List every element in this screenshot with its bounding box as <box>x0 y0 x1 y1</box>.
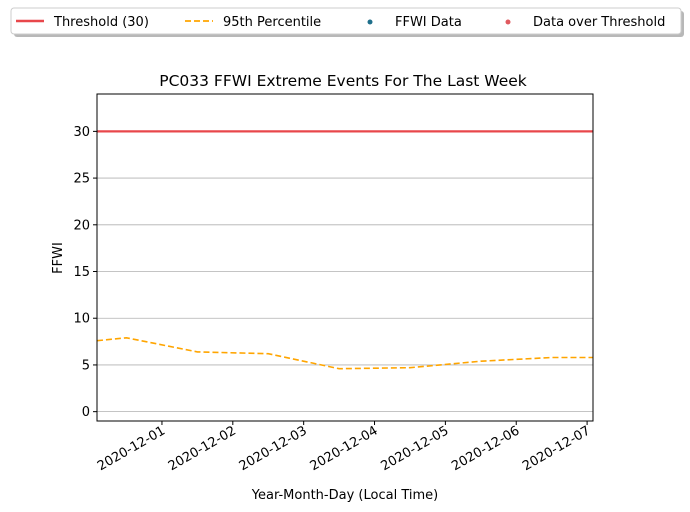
legend-over-marker <box>505 19 511 25</box>
y-axis: 0 5 10 15 20 25 30 <box>73 125 97 420</box>
chart-title: PC033 FFWI Extreme Events For The Last W… <box>159 72 527 90</box>
x-axis-label: Year-Month-Day (Local Time) <box>251 488 438 503</box>
y-tick-label: 25 <box>73 172 90 187</box>
legend: Threshold (30) 95th Percentile FFWI Data… <box>10 7 684 37</box>
plot-frame <box>96 93 594 422</box>
x-tick-label: 2020-12-05 <box>378 423 451 474</box>
legend-entry-95th: 95th Percentile <box>185 15 321 30</box>
y-tick-label: 20 <box>73 218 90 233</box>
legend-ffwi-marker <box>367 19 373 25</box>
series-line-1 <box>96 336 593 370</box>
y-tick-label: 0 <box>82 405 90 420</box>
series-layer <box>96 130 593 370</box>
legend-entry-over: Data over Threshold <box>505 15 665 30</box>
y-tick-label: 30 <box>73 125 90 140</box>
legend-entry-ffwi: FFWI Data <box>367 15 462 30</box>
y-axis-label: FFWI <box>51 242 66 274</box>
x-axis: 2020-12-012020-12-022020-12-032020-12-04… <box>95 421 593 474</box>
y-tick-label: 5 <box>82 358 90 373</box>
legend-entry-threshold: Threshold (30) <box>16 15 149 30</box>
y-tick-label: 10 <box>73 312 90 327</box>
legend-ffwi-label: FFWI Data <box>395 15 462 30</box>
x-tick-label: 2020-12-04 <box>308 423 381 474</box>
x-tick-label: 2020-12-06 <box>449 423 522 474</box>
legend-over-label: Data over Threshold <box>533 15 665 30</box>
legend-threshold-label: Threshold (30) <box>53 15 149 30</box>
x-tick-label: 2020-12-07 <box>520 423 593 474</box>
x-tick-label: 2020-12-03 <box>237 423 310 474</box>
x-tick-label: 2020-12-01 <box>95 423 168 474</box>
legend-95th-label: 95th Percentile <box>223 15 321 30</box>
x-tick-label: 2020-12-02 <box>166 423 239 474</box>
y-tick-label: 15 <box>73 265 90 280</box>
gridlines <box>97 130 593 413</box>
